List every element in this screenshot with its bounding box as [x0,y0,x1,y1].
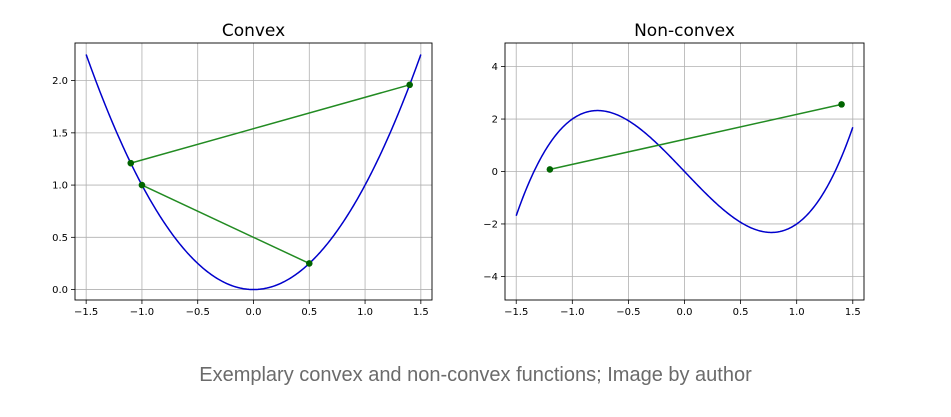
x-tick-label: 0.0 [677,307,693,318]
x-tick-label: 1.5 [413,307,429,318]
x-tick-label: −0.5 [186,307,210,318]
axes-frame [504,42,865,301]
axes-frame [74,42,433,301]
y-tick-label: 1.0 [52,181,68,192]
y-tick-label: 0.5 [52,233,68,244]
x-tick-label: −1.5 [74,307,98,318]
x-tick-label: −1.0 [130,307,154,318]
chord-line [141,184,310,265]
x-tick-label: 0.5 [733,307,749,318]
x-tick-label: −1.5 [504,307,528,318]
figure: Convex −1.5 −1.0 −0.5 0.0 0.5 1.0 1.5 0.0 0.5 1.0 1… [52,21,865,318]
x-tick-label: 1.5 [845,307,861,318]
y-tick-label: 0 [492,167,498,178]
y-tick-label: 4 [492,62,498,73]
x-tick-label: −1.0 [560,307,584,318]
x-tick-label: 1.0 [789,307,805,318]
chart-title: Convex [222,21,285,41]
chord-point [127,159,135,167]
x-tick-label: 1.0 [357,307,373,318]
chord-line [130,84,410,164]
chord-point [138,181,146,189]
chord-line [549,103,842,171]
y-tick-label: −4 [483,272,498,283]
chord-point [838,101,845,108]
figure-caption: Exemplary convex and non-convex function… [199,364,752,386]
non-convex-chart: Non-convex −1.5 −1.0 −0.5 0.0 0.5 1.0 1.5 −4 −2 0 2… [483,21,865,318]
x-tick-label: −0.5 [616,307,640,318]
x-tick-label: 0.0 [246,307,262,318]
y-tick-label: −2 [483,219,498,230]
y-tick-label: 1.5 [52,128,68,139]
y-tick-label: 2.0 [52,76,68,87]
y-tick-label: 0.0 [52,285,68,296]
convex-chart: Convex −1.5 −1.0 −0.5 0.0 0.5 1.0 1.5 0.0 0.5 1.0 1… [52,21,433,318]
chord-point [546,166,554,173]
chord-point [305,260,313,267]
y-tick-label: 2 [492,115,498,126]
function-curve [515,109,854,234]
chord-point [406,81,413,89]
chart-title: Non-convex [634,21,735,41]
x-tick-label: 0.5 [301,307,317,318]
